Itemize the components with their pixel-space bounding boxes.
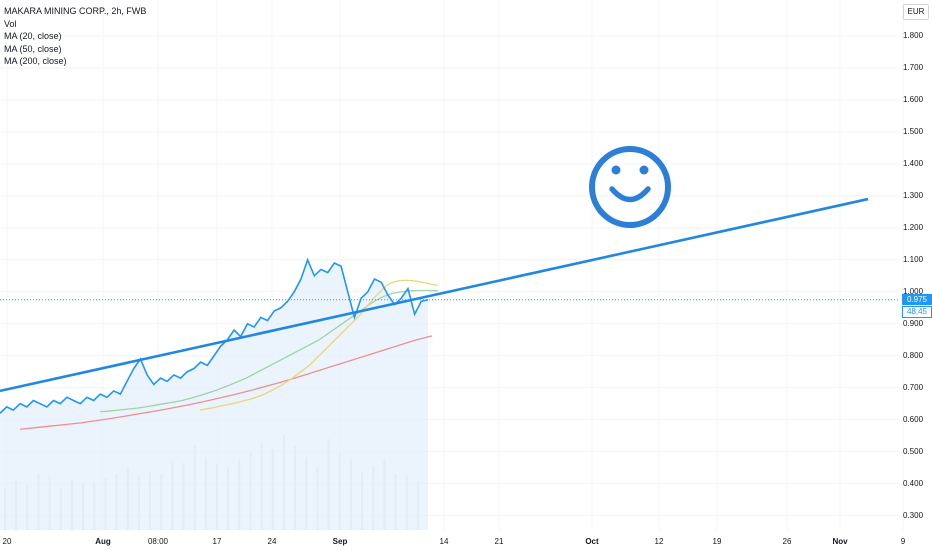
price-area-fill <box>0 259 428 530</box>
ma50-line <box>99 289 439 413</box>
currency-button[interactable]: EUR <box>903 4 929 20</box>
y-tick-label: 1.100 <box>903 254 924 264</box>
ma200-line <box>19 335 433 430</box>
x-tick-label: 08:00 <box>147 537 169 546</box>
legend-ma200[interactable]: MA (200, close) <box>4 56 67 66</box>
x-tick-label: 19 <box>712 537 722 546</box>
y-tick-label: 0.400 <box>903 478 924 488</box>
x-tick-label: 26 <box>782 537 792 546</box>
y-tick-label: 0.900 <box>903 318 924 328</box>
y-tick-label: 0.700 <box>903 382 924 392</box>
current-price-label: 0.975 <box>902 293 932 305</box>
x-tick-label: 20 <box>2 537 12 546</box>
y-tick-label: 1.300 <box>903 190 924 200</box>
x-tick-label: 14 <box>439 537 449 546</box>
trend-line[interactable] <box>0 197 869 393</box>
y-tick-label: 1.000 <box>903 286 924 296</box>
x-tick-label: Oct <box>585 537 599 546</box>
y-tick-label: 0.600 <box>903 414 924 424</box>
ma20-line <box>199 279 439 411</box>
y-tick-label: 0.300 <box>903 510 924 520</box>
legend-volume[interactable]: Vol <box>4 18 17 29</box>
legend-ma20[interactable]: MA (20, close) <box>4 31 62 41</box>
x-tick-label: 12 <box>654 537 664 546</box>
y-tick-label: 1.800 <box>903 30 924 40</box>
smiley-face-icon[interactable] <box>589 146 671 228</box>
y-tick-label: 1.200 <box>903 222 924 232</box>
y-tick-label: 0.500 <box>903 446 924 456</box>
x-tick-label: Sep <box>332 537 348 546</box>
x-tick-label: 9 <box>900 537 906 546</box>
y-tick-label: 1.600 <box>903 94 924 104</box>
symbol-title[interactable]: MAKARA MINING CORP., 2h, FWB <box>4 6 147 16</box>
y-tick-label: 1.400 <box>903 158 924 168</box>
x-tick-label: 17 <box>212 537 222 546</box>
x-tick-label: 21 <box>494 537 504 546</box>
y-tick-label: 0.800 <box>903 350 924 360</box>
bar-countdown-label: 48:45 <box>902 305 932 318</box>
x-tick-label: 24 <box>267 537 277 546</box>
legend-ma50[interactable]: MA (50, close) <box>4 43 62 54</box>
y-tick-label: 1.500 <box>903 126 924 136</box>
x-tick-label: Nov <box>832 537 848 546</box>
x-tick-label: Aug <box>95 537 111 546</box>
chart-legend: MAKARA MINING CORP., 2h, FWB Vol MA (20,… <box>4 5 146 68</box>
y-tick-label: 1.700 <box>903 62 924 72</box>
